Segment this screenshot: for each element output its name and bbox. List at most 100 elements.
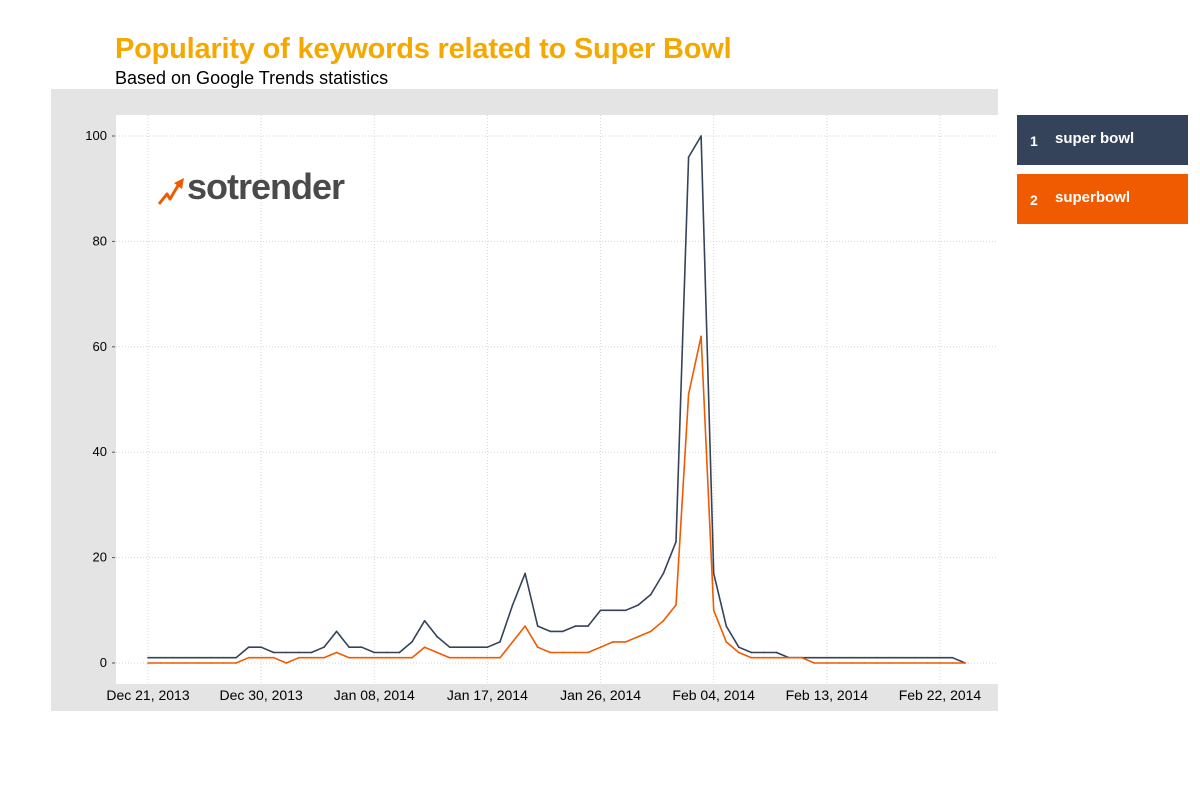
data-point — [524, 625, 526, 627]
data-point — [914, 656, 916, 659]
data-point — [172, 656, 174, 659]
data-point — [298, 651, 300, 654]
y-tick-label: 100 — [85, 128, 107, 143]
data-point — [650, 593, 652, 596]
data-point — [675, 604, 677, 606]
trend-arrow-icon — [157, 178, 184, 205]
data-point — [197, 662, 200, 664]
data-point — [926, 662, 929, 664]
legend-index: 2 — [1030, 192, 1038, 208]
y-tick-label: 0 — [100, 655, 107, 670]
data-point — [650, 630, 652, 633]
data-point — [939, 662, 941, 664]
data-point — [448, 656, 451, 659]
data-point — [423, 646, 426, 648]
data-point — [863, 662, 866, 664]
data-point — [863, 656, 866, 659]
chart-subtitle: Based on Google Trends statistics — [115, 68, 389, 88]
data-point — [335, 651, 338, 654]
y-tick-label: 40 — [93, 444, 107, 459]
data-point — [687, 393, 690, 396]
y-tick-label: 60 — [93, 339, 107, 354]
data-point — [461, 656, 464, 659]
data-point — [172, 662, 174, 664]
data-point — [373, 651, 376, 654]
data-point — [738, 646, 740, 648]
data-point — [813, 656, 816, 659]
data-point — [788, 656, 790, 659]
data-point — [662, 572, 665, 575]
data-point — [373, 656, 376, 659]
data-point — [763, 651, 765, 654]
data-point — [562, 630, 564, 633]
data-point — [184, 656, 187, 659]
y-tick-label: 80 — [93, 233, 107, 248]
data-point — [549, 630, 552, 633]
data-point — [210, 662, 212, 664]
data-point — [587, 625, 589, 627]
data-point — [159, 662, 162, 664]
data-point — [926, 656, 929, 659]
data-point — [285, 651, 288, 654]
data-point — [272, 656, 275, 659]
data-point — [826, 656, 828, 659]
data-point — [587, 651, 589, 654]
data-point — [310, 651, 313, 654]
data-point — [700, 335, 702, 338]
data-point — [725, 625, 728, 627]
data-point — [750, 656, 753, 659]
x-tick-label: Jan 26, 2014 — [560, 687, 641, 703]
data-point — [813, 662, 816, 664]
x-tick-label: Dec 21, 2013 — [106, 687, 189, 703]
x-tick-label: Feb 22, 2014 — [899, 687, 982, 703]
data-point — [738, 651, 740, 654]
sotrender-logo: sotrender — [157, 166, 377, 212]
data-point — [700, 135, 702, 137]
data-point — [750, 651, 753, 654]
data-point — [536, 625, 539, 627]
legend-index: 1 — [1030, 133, 1038, 149]
logo-text: sotrender — [187, 166, 345, 207]
data-point — [235, 662, 237, 664]
data-point — [662, 620, 665, 622]
data-point — [901, 662, 904, 664]
data-point — [323, 646, 325, 648]
data-point — [436, 635, 438, 638]
legend-item-superbowl[interactable]: 2 superbowl — [1017, 174, 1188, 224]
data-point — [901, 656, 904, 659]
grid-lines — [116, 115, 998, 684]
data-point — [147, 656, 149, 659]
data-point — [272, 651, 275, 654]
data-point — [725, 641, 728, 643]
data-point — [260, 656, 262, 659]
legend-item-super-bowl[interactable]: 1 super bowl — [1017, 115, 1188, 165]
data-point — [775, 651, 778, 654]
data-point — [511, 641, 514, 643]
data-point — [348, 646, 350, 648]
data-point — [398, 656, 401, 659]
data-point — [411, 641, 413, 643]
data-point — [386, 651, 388, 654]
data-point — [197, 656, 200, 659]
data-point — [247, 646, 250, 648]
data-point — [826, 662, 828, 664]
data-point — [436, 651, 438, 654]
data-point — [574, 651, 577, 654]
x-tick-label: Feb 13, 2014 — [786, 687, 869, 703]
data-point — [939, 656, 941, 659]
data-point — [549, 651, 552, 654]
data-point — [637, 604, 640, 606]
data-point — [851, 662, 853, 664]
data-point — [536, 646, 539, 648]
data-point — [562, 651, 564, 654]
x-tick-label: Jan 08, 2014 — [334, 687, 415, 703]
x-axis: Dec 21, 2013 Dec 30, 2013 Jan 08, 2014 Jan … — [106, 687, 981, 703]
data-point — [184, 662, 187, 664]
data-point — [486, 656, 489, 659]
data-point — [888, 662, 891, 664]
data-point — [914, 662, 916, 664]
data-point — [800, 656, 803, 659]
data-point — [599, 609, 602, 612]
data-point — [210, 656, 212, 659]
data-point — [574, 625, 577, 627]
